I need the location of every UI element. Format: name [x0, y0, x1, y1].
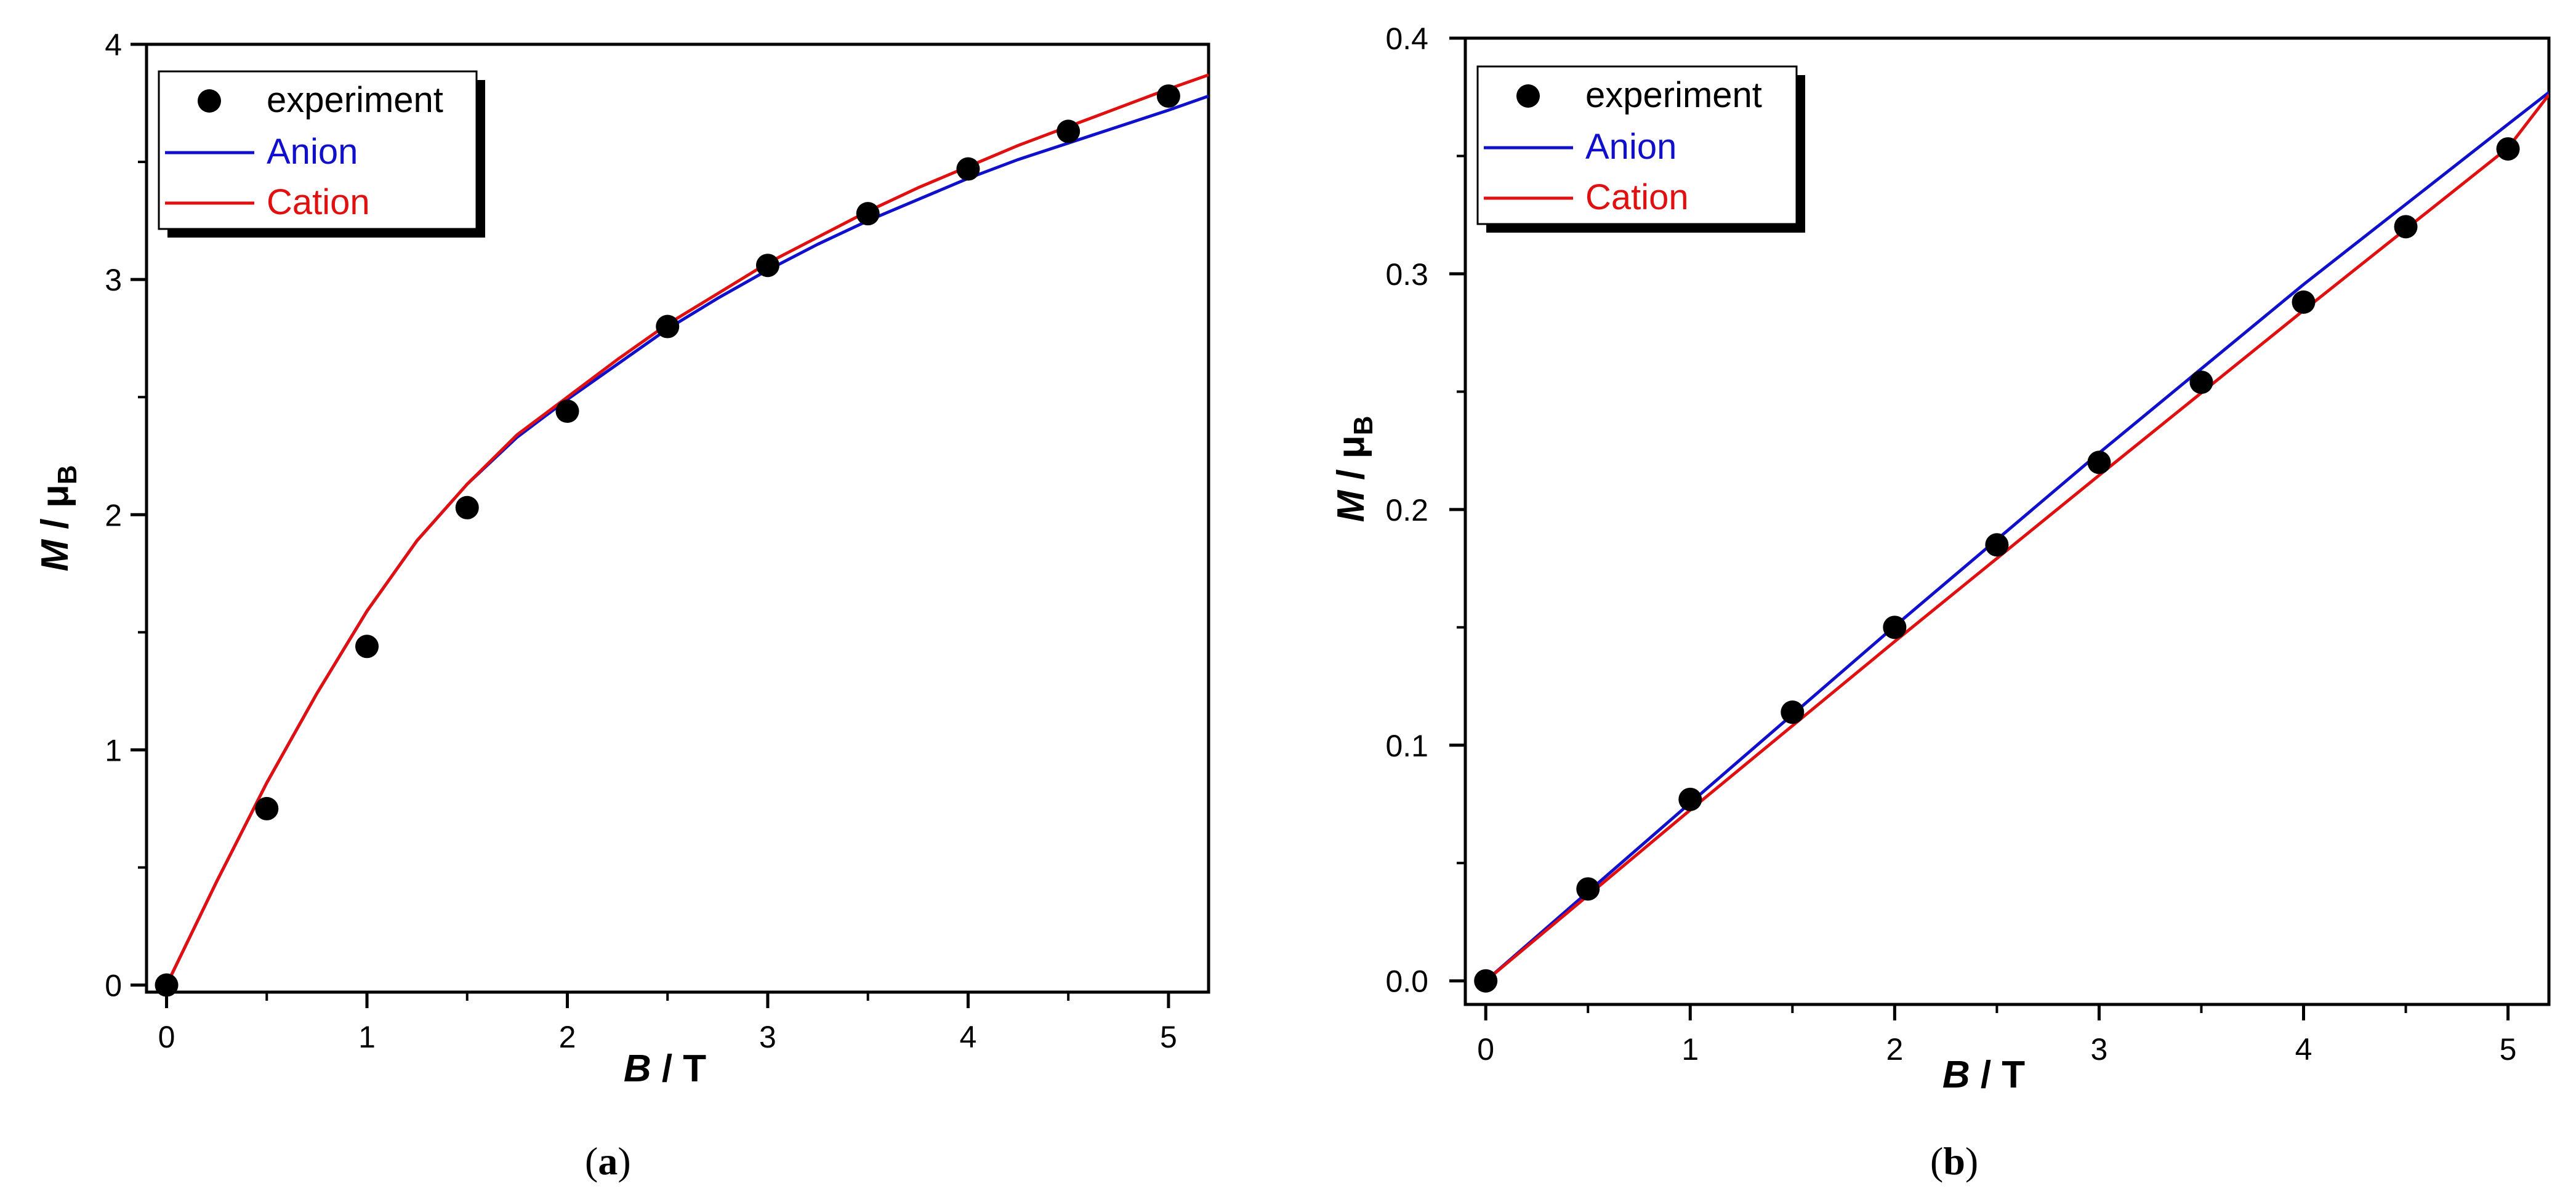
plot-frame — [1463, 36, 2551, 1006]
legend-label-cation: Cation — [1585, 177, 1689, 217]
x-tick-label: 0 — [1477, 1032, 1494, 1067]
y-axis-label-subscript: B — [1348, 415, 1379, 435]
y-axis-label-var: M — [34, 539, 76, 572]
legend-label-anion: Anion — [267, 132, 358, 172]
x-axis-label-unit: / T — [651, 1048, 707, 1090]
legend-label-cation: Cation — [267, 182, 370, 222]
panel-label-open: ( — [585, 1139, 598, 1183]
panel-label: (a) — [585, 1139, 631, 1183]
legend-label-experiment: experiment — [267, 80, 443, 120]
x-tick-label: 2 — [1886, 1032, 1903, 1067]
data-point — [1985, 533, 2009, 557]
x-axis-label: B / T — [1942, 1054, 2025, 1096]
y-axis-label-unit: / μ — [1330, 435, 1372, 491]
panel-label-close: ) — [618, 1139, 630, 1183]
panel-label-letter: b — [1943, 1139, 1965, 1183]
x-tick-label: 4 — [960, 1020, 977, 1054]
x-tick-label: 0 — [158, 1020, 175, 1054]
y-tick-label: 3 — [105, 263, 122, 297]
data-point — [1781, 700, 1805, 724]
legend-marker-experiment — [198, 89, 221, 113]
data-point — [1156, 84, 1180, 108]
data-point — [856, 202, 880, 226]
y-tick-label: 0.1 — [1385, 729, 1428, 763]
data-point — [455, 495, 479, 519]
y-tick-label: 0.3 — [1385, 257, 1428, 292]
x-tick-label: 1 — [1681, 1032, 1699, 1067]
legend-label-experiment: experiment — [1585, 75, 1762, 115]
data-point — [755, 254, 779, 278]
panel-label-close: ) — [1965, 1139, 1978, 1183]
data-point — [155, 973, 179, 997]
y-axis-label-var: M — [1330, 490, 1372, 523]
data-point — [956, 157, 980, 181]
panel-label-letter: a — [598, 1139, 618, 1183]
data-point — [2087, 451, 2111, 475]
y-axis-label-subscript: B — [52, 465, 83, 484]
x-tick-label: 3 — [2091, 1032, 2108, 1067]
y-tick-label: 4 — [105, 28, 122, 62]
y-tick-label: 0.2 — [1385, 493, 1428, 527]
x-tick-label: 5 — [2500, 1032, 2517, 1067]
data-point — [555, 399, 579, 423]
plot-frame — [145, 42, 1210, 994]
series-line-cation — [165, 73, 1209, 986]
y-tick-label: 0 — [105, 969, 122, 1003]
y-axis-label-unit: / μ — [34, 484, 76, 540]
data-point — [656, 315, 680, 339]
x-tick-label: 4 — [2295, 1032, 2312, 1067]
y-tick-label: 1 — [105, 733, 122, 767]
legend-marker-experiment — [1516, 84, 1540, 108]
x-tick-label: 1 — [358, 1020, 376, 1054]
data-point — [1678, 787, 1702, 811]
data-point — [2189, 371, 2213, 395]
x-axis-label-var: B — [1942, 1054, 1970, 1096]
data-point — [2394, 215, 2418, 239]
legend-label-anion: Anion — [1585, 127, 1676, 167]
data-point — [1057, 119, 1081, 143]
x-axis-label: B / T — [624, 1048, 706, 1090]
x-tick-label: 3 — [759, 1020, 776, 1054]
data-point — [2496, 137, 2520, 161]
data-point — [355, 635, 379, 659]
y-axis-label: M / μB — [34, 465, 83, 571]
data-point — [2292, 290, 2316, 314]
data-point — [255, 796, 279, 820]
y-tick-label: 0.0 — [1385, 964, 1428, 999]
x-tick-label: 2 — [559, 1020, 576, 1054]
y-tick-label: 0.4 — [1385, 22, 1428, 56]
data-point — [1474, 969, 1498, 993]
x-tick-label: 5 — [1160, 1020, 1177, 1054]
data-point — [1883, 615, 1907, 639]
x-axis-label-var: B — [624, 1048, 651, 1090]
panel-label-open: ( — [1930, 1139, 1943, 1183]
chart-panel-b: 0 1 2 3 4 50.00.10.20.30.4B / TM / μBexperime… — [1330, 22, 2551, 1183]
data-point — [1576, 877, 1600, 901]
panel-label: (b) — [1930, 1139, 1978, 1183]
y-axis-label: M / μB — [1330, 415, 1379, 522]
x-axis-label-unit: / T — [1970, 1054, 2026, 1096]
y-tick-label: 2 — [105, 498, 122, 532]
